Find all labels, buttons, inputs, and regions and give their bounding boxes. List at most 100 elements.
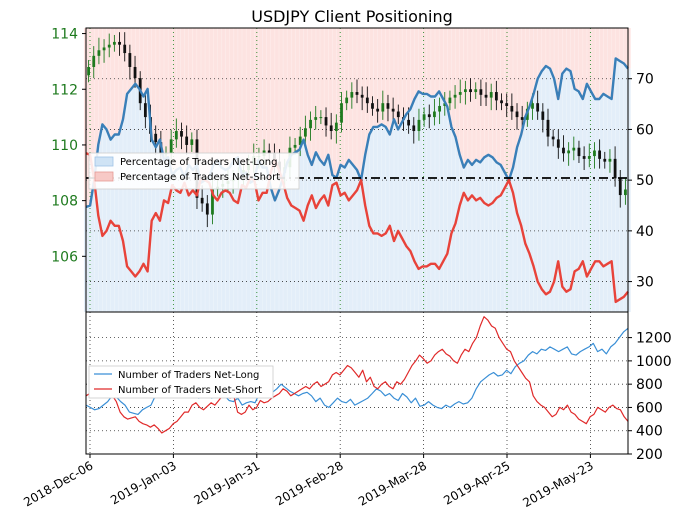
candle-body bbox=[371, 103, 374, 109]
net-short-fill-slice bbox=[515, 28, 520, 148]
candle-body bbox=[469, 89, 472, 93]
net-long-fill-slice bbox=[580, 99, 586, 312]
candle-body bbox=[422, 114, 426, 120]
net-short-fill-slice bbox=[465, 28, 471, 160]
net-long-fill-slice bbox=[474, 159, 479, 312]
net-short-fill-slice bbox=[248, 28, 253, 183]
net-long-fill-slice bbox=[588, 91, 594, 313]
net-long-fill-slice bbox=[531, 93, 537, 312]
candle-body bbox=[133, 66, 137, 79]
candle-body bbox=[324, 117, 328, 126]
candle-body bbox=[536, 103, 540, 112]
net-long-fill-slice bbox=[342, 167, 348, 312]
candle-body bbox=[334, 122, 338, 132]
net-long-fill-slice bbox=[350, 164, 356, 312]
net-long-fill-slice bbox=[568, 71, 574, 312]
percent-tick-label: 70 bbox=[636, 72, 654, 88]
net-long-fill-slice bbox=[235, 157, 241, 312]
net-short-fill-slice bbox=[367, 28, 372, 135]
net-long-fill-slice bbox=[272, 200, 278, 312]
candle-body bbox=[107, 44, 111, 48]
net-long-fill-slice bbox=[326, 154, 331, 312]
net-long-fill-slice bbox=[137, 88, 143, 312]
net-short-fill-slice bbox=[96, 28, 101, 145]
net-short-fill-slice bbox=[170, 28, 175, 176]
net-short-fill-slice bbox=[547, 28, 553, 69]
net-long-fill-slice bbox=[560, 73, 565, 313]
top-legend-box bbox=[88, 152, 300, 190]
net-long-fill-slice bbox=[276, 190, 282, 312]
net-short-fill-slice bbox=[227, 28, 233, 168]
net-long-fill-slice bbox=[92, 180, 97, 312]
candle-body bbox=[143, 103, 147, 118]
candle-body bbox=[298, 136, 302, 145]
net-long-fill-slice bbox=[186, 164, 192, 312]
net-short-fill-slice bbox=[379, 28, 385, 125]
net-short-fill-slice bbox=[498, 28, 504, 165]
net-long-fill-slice bbox=[601, 93, 607, 312]
net-short-fill-slice bbox=[92, 28, 97, 181]
net-short-fill-slice bbox=[523, 28, 529, 117]
net-short-fill-slice bbox=[593, 28, 598, 99]
net-short-fill-slice bbox=[272, 28, 278, 201]
net-long-fill-slice bbox=[264, 167, 270, 312]
net-short-fill-slice bbox=[194, 28, 200, 165]
net-short-fill-slice bbox=[342, 28, 348, 168]
net-long-fill-slice bbox=[510, 167, 516, 312]
net-short-fill-slice bbox=[617, 28, 623, 61]
candle-body bbox=[593, 150, 596, 157]
candle-body bbox=[355, 92, 359, 95]
candle-body bbox=[505, 103, 509, 106]
date-tick-label: 2018-Dec-06 bbox=[21, 458, 95, 509]
net-long-fill-slice bbox=[556, 99, 561, 312]
net-long-fill-slice bbox=[416, 91, 422, 313]
net-long-fill-slice bbox=[219, 167, 225, 312]
net-long-fill-slice bbox=[223, 170, 229, 312]
net-short-fill-slice bbox=[416, 28, 422, 92]
net-long-fill-slice bbox=[441, 99, 446, 312]
chart-title: USDJPY Client Positioning bbox=[251, 7, 453, 26]
legend-label-net-short-count: Number of Traders Net-Short bbox=[118, 385, 262, 396]
candle-body bbox=[381, 103, 385, 112]
net-short-fill-slice bbox=[580, 28, 586, 99]
candle-body bbox=[603, 158, 607, 162]
net-short-fill-slice bbox=[621, 28, 627, 64]
net-short-fill-slice bbox=[371, 28, 377, 127]
net-long-fill-slice bbox=[322, 164, 327, 312]
net-long-fill-slice bbox=[260, 167, 266, 312]
net-long-fill-slice bbox=[338, 164, 344, 312]
bottom-plot-frame bbox=[85, 311, 629, 455]
net-long-fill-slice bbox=[420, 93, 426, 312]
count-tick-label: 400 bbox=[636, 424, 663, 440]
net-short-fill-slice bbox=[486, 28, 492, 155]
candle-body bbox=[123, 44, 127, 54]
net-short-fill-slice bbox=[305, 28, 311, 155]
candle-body bbox=[520, 117, 524, 120]
count-tick-label: 800 bbox=[636, 377, 663, 393]
net-long-fill-slice bbox=[145, 88, 151, 312]
candle-body bbox=[618, 178, 622, 196]
price-tick-label: 106 bbox=[51, 249, 78, 265]
candle-body bbox=[608, 158, 612, 162]
net-short-fill-slice bbox=[326, 28, 331, 155]
net-short-fill-slice bbox=[145, 28, 151, 89]
candle-body bbox=[386, 103, 390, 109]
net-short-fill-slice bbox=[424, 28, 430, 94]
net-short-fill-slice bbox=[359, 28, 364, 181]
net-short-fill-slice bbox=[609, 28, 615, 99]
net-long-fill-slice bbox=[281, 177, 286, 312]
net-short-fill-slice bbox=[400, 28, 405, 122]
net-long-fill-slice bbox=[174, 170, 179, 312]
net-short-fill-slice bbox=[519, 28, 524, 135]
net-long-fill-slice bbox=[400, 121, 405, 312]
legend-swatch-net-long bbox=[94, 156, 114, 167]
net-short-fill-slice bbox=[490, 28, 496, 158]
net-short-fill-slice bbox=[235, 28, 241, 158]
net-long-fill-slice bbox=[104, 129, 110, 312]
net-long-fill-slice bbox=[190, 170, 196, 312]
net-short-fill-slice bbox=[301, 28, 307, 140]
top-panel: 106 108 110 112 114 30 40 50 60 70 Percentage of… bbox=[51, 27, 654, 313]
net-long-fill-slice bbox=[572, 88, 578, 312]
net-long-fill-slice bbox=[584, 83, 590, 313]
net-short-fill-slice bbox=[203, 28, 208, 181]
